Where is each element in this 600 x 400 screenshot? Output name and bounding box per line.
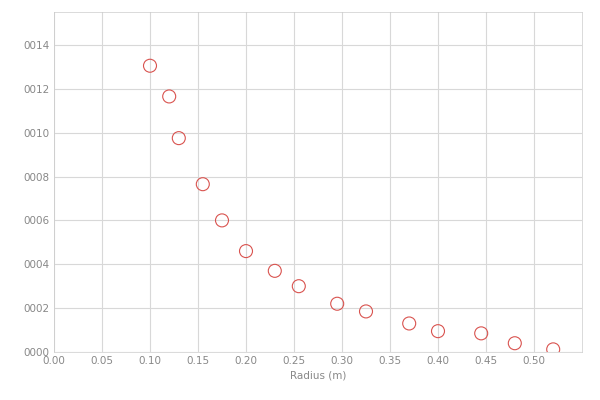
Point [510, 340, 520, 346]
X-axis label: Radius (m): Radius (m) [290, 370, 346, 380]
Point [433, 328, 443, 334]
Point [332, 300, 342, 307]
Point [476, 330, 486, 336]
Point [294, 283, 304, 289]
Point [217, 217, 227, 224]
Point [174, 135, 184, 141]
Point [361, 308, 371, 315]
Point [241, 248, 251, 254]
Point [404, 320, 414, 327]
Point [270, 268, 280, 274]
Point [164, 93, 174, 100]
Point [145, 62, 155, 69]
Point [198, 181, 208, 187]
Point [548, 346, 558, 352]
